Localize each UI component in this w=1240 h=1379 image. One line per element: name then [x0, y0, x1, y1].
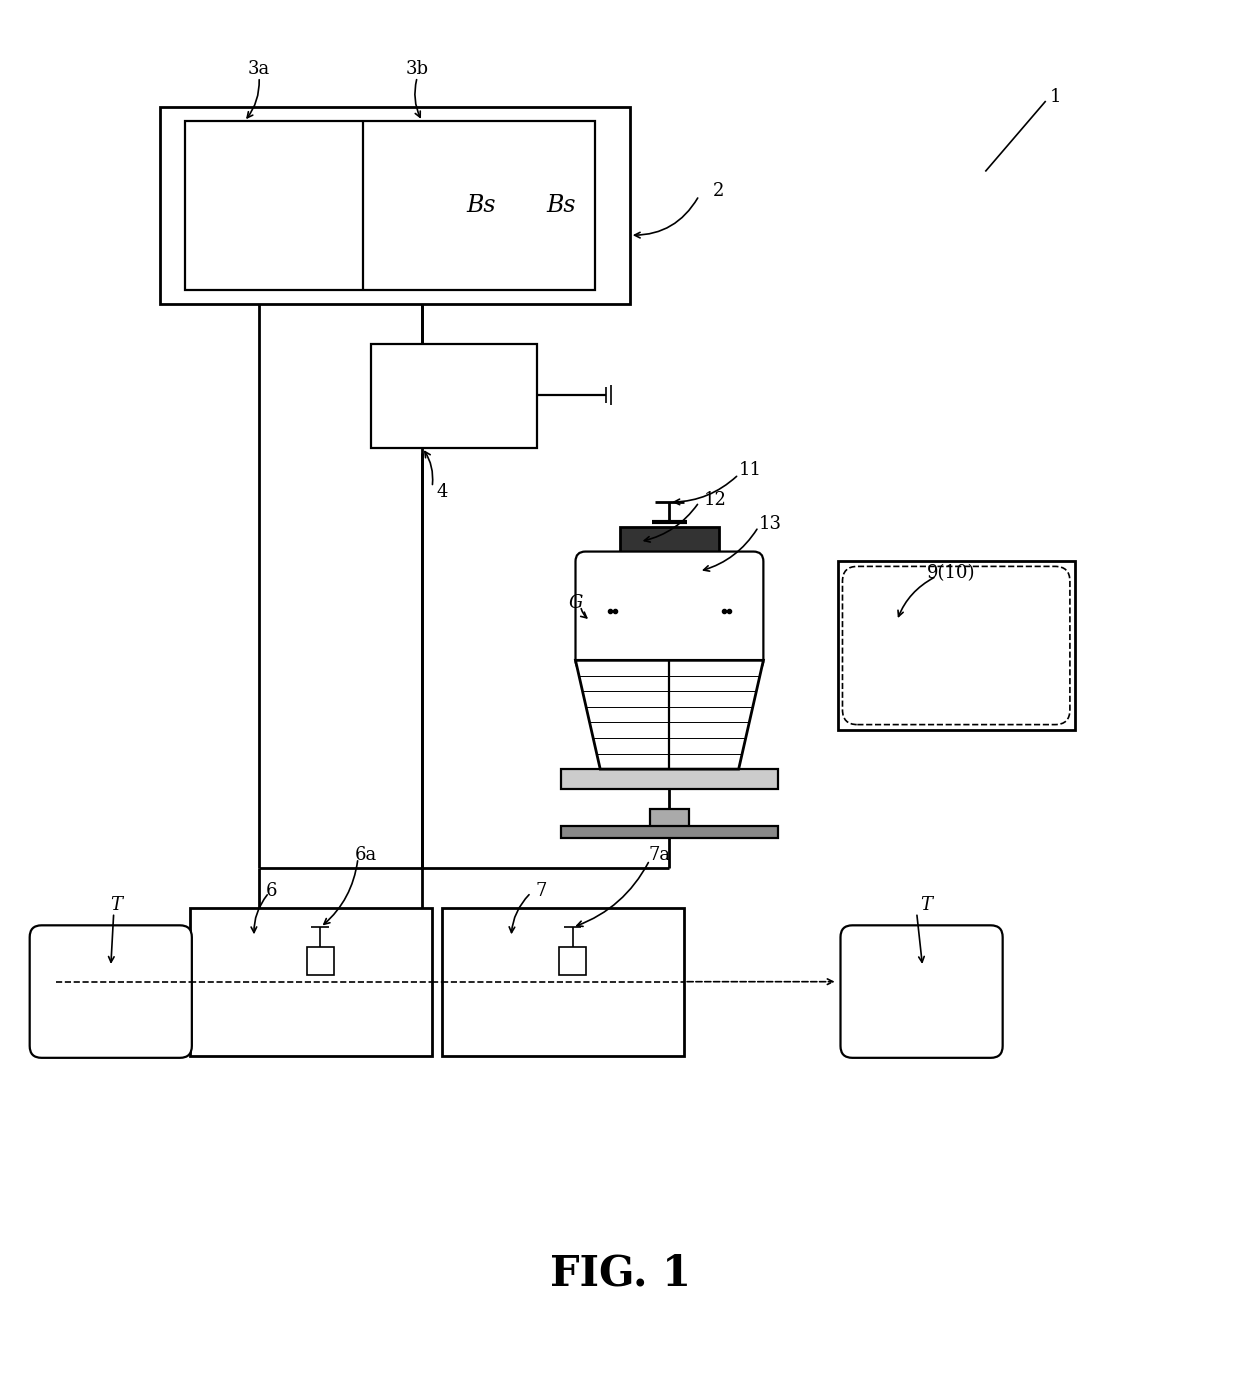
- Text: 9(10): 9(10): [928, 564, 976, 582]
- Text: 12: 12: [703, 491, 727, 509]
- Text: 4: 4: [436, 483, 448, 501]
- Text: Bs: Bs: [466, 194, 496, 217]
- Bar: [650, 808, 689, 829]
- Bar: [441, 907, 684, 1056]
- Text: 2: 2: [713, 182, 724, 200]
- Bar: [559, 947, 587, 975]
- Text: Bs: Bs: [546, 194, 575, 217]
- Text: FIG. 1: FIG. 1: [549, 1252, 691, 1295]
- Text: 6a: 6a: [355, 847, 377, 865]
- Bar: [306, 947, 335, 975]
- Bar: [620, 527, 719, 557]
- Bar: [185, 121, 595, 290]
- Text: 11: 11: [739, 462, 763, 480]
- FancyBboxPatch shape: [842, 567, 1070, 724]
- FancyBboxPatch shape: [575, 552, 764, 670]
- Text: T: T: [109, 895, 122, 913]
- Bar: [371, 343, 537, 448]
- FancyBboxPatch shape: [841, 925, 1003, 1058]
- Bar: [160, 106, 630, 305]
- Bar: [560, 769, 779, 789]
- Bar: [560, 826, 779, 838]
- Text: 3a: 3a: [248, 61, 270, 79]
- Text: 3b: 3b: [405, 61, 429, 79]
- Text: 7: 7: [536, 881, 547, 899]
- Text: 1: 1: [1049, 88, 1061, 106]
- FancyBboxPatch shape: [30, 925, 192, 1058]
- Bar: [190, 907, 432, 1056]
- Polygon shape: [575, 661, 764, 769]
- Text: 7a: 7a: [649, 847, 671, 865]
- Text: G: G: [568, 594, 583, 612]
- Text: 13: 13: [759, 514, 781, 532]
- Text: 6: 6: [267, 881, 278, 899]
- Text: T: T: [920, 895, 932, 913]
- Bar: [837, 561, 1075, 729]
